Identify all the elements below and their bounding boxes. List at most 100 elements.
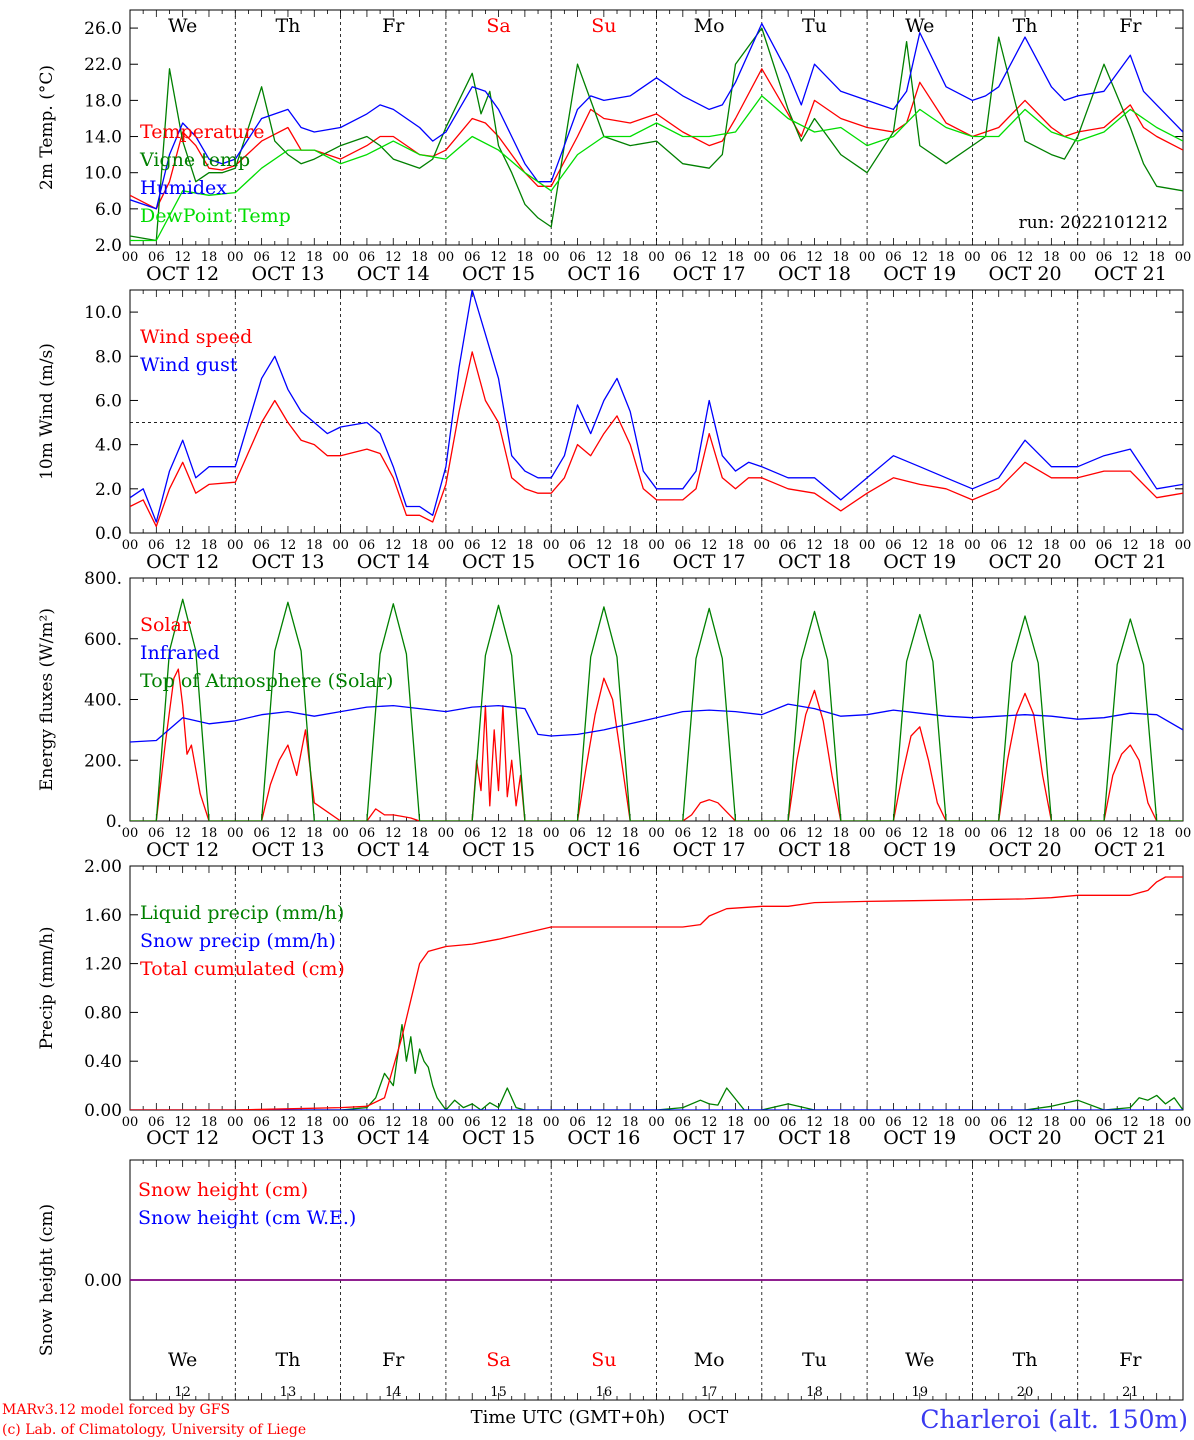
run-label: run: 2022101212	[1019, 213, 1168, 233]
y-tick-label: 26.0	[84, 19, 122, 39]
hour-tick-label: 12	[911, 250, 928, 265]
weekday-label: Mo	[694, 15, 725, 37]
date-label: OCT 16	[567, 839, 640, 861]
hour-tick-label: 12	[174, 1115, 191, 1130]
hour-tick-label: 06	[885, 538, 902, 553]
hour-tick-label: 18	[727, 1115, 744, 1130]
date-label: OCT 19	[883, 551, 956, 573]
hour-tick-label: 18	[306, 826, 323, 841]
hour-tick-label: 00	[332, 250, 349, 265]
hour-tick-label: 18	[517, 250, 534, 265]
hour-tick-label: 00	[332, 826, 349, 841]
hour-tick-label: 00	[1175, 250, 1192, 265]
hour-tick-label: 00	[754, 826, 771, 841]
y-tick-label: 22.0	[84, 55, 122, 75]
hour-tick-label: 18	[411, 538, 428, 553]
hour-tick-label: 06	[253, 1115, 270, 1130]
hour-tick-label: 06	[148, 826, 165, 841]
y-tick-label: 600.	[84, 630, 122, 650]
hour-tick-label: 06	[148, 1115, 165, 1130]
hour-tick-label: 12	[385, 538, 402, 553]
weekday-label: Th	[1013, 1349, 1038, 1371]
hour-tick-label: 18	[1043, 1115, 1060, 1130]
hour-tick-label: 12	[911, 1115, 928, 1130]
legend-entry: Snow height (cm W.E.)	[138, 1207, 356, 1229]
date-label: OCT 20	[989, 839, 1062, 861]
date-label: OCT 12	[146, 263, 219, 285]
hour-tick-label: 12	[596, 826, 613, 841]
weekday-label: Sa	[486, 15, 510, 37]
hour-tick-label: 06	[675, 538, 692, 553]
hour-tick-label: 06	[359, 826, 376, 841]
hour-tick-label: 06	[1096, 826, 1113, 841]
date-label: OCT 17	[673, 551, 746, 573]
weekday-label: Th	[1013, 15, 1038, 37]
hour-tick-label: 12	[806, 826, 823, 841]
day-number-label: 15	[490, 1385, 507, 1400]
hour-tick-label: 12	[174, 538, 191, 553]
hour-tick-label: 06	[885, 1115, 902, 1130]
hour-tick-label: 12	[280, 1115, 297, 1130]
date-label: OCT 18	[778, 551, 851, 573]
wind-panel: 0.0 2.0 4.0 6.0 8.0 10.0 10m Wind (m/s) Wind sp…	[37, 289, 1191, 573]
hour-tick-label: 18	[201, 1115, 218, 1130]
hour-tick-label: 18	[727, 538, 744, 553]
hour-tick-label: 12	[490, 826, 507, 841]
hour-tick-label: 12	[1122, 538, 1139, 553]
hour-tick-label: 00	[122, 538, 139, 553]
hour-tick-label: 06	[464, 1115, 481, 1130]
legend-entry: Snow precip (mm/h)	[140, 930, 336, 952]
hour-tick-label: 00	[438, 250, 455, 265]
y-tick-label: 800.	[84, 569, 122, 589]
hour-tick-label: 00	[227, 1115, 244, 1130]
date-label: OCT 21	[1094, 551, 1167, 573]
legend-entry: Infrared	[140, 642, 220, 664]
hour-tick-label: 12	[596, 538, 613, 553]
legend-entry: DewPoint Temp	[140, 205, 291, 227]
weekday-label: Fr	[1119, 1349, 1142, 1371]
weekday-label: Th	[275, 15, 300, 37]
y-tick-label: 200.	[84, 751, 122, 771]
series-line	[130, 876, 1183, 1110]
hour-tick-label: 06	[885, 826, 902, 841]
date-label: OCT 15	[462, 263, 535, 285]
hour-tick-label: 12	[280, 826, 297, 841]
hour-tick-label: 12	[1017, 1115, 1034, 1130]
hour-tick-label: 00	[754, 250, 771, 265]
day-number-label: 14	[385, 1385, 402, 1400]
hour-tick-label: 00	[543, 250, 560, 265]
hour-tick-label: 12	[1122, 826, 1139, 841]
hour-tick-label: 06	[359, 250, 376, 265]
y-tick-label: 6.0	[95, 391, 122, 411]
series-line	[130, 27, 1183, 242]
hour-tick-label: 18	[517, 538, 534, 553]
y-axis-label: Precip (mm/h)	[37, 926, 57, 1049]
hour-tick-label: 12	[701, 538, 718, 553]
hour-tick-label: 06	[1096, 1115, 1113, 1130]
weekday-label: We	[905, 15, 934, 37]
hour-tick-label: 00	[648, 538, 665, 553]
hour-tick-label: 06	[359, 538, 376, 553]
hour-tick-label: 18	[1148, 1115, 1165, 1130]
hour-tick-label: 12	[911, 826, 928, 841]
hour-tick-label: 12	[596, 250, 613, 265]
hour-tick-label: 06	[253, 538, 270, 553]
date-label: OCT 20	[989, 551, 1062, 573]
hour-tick-label: 00	[122, 826, 139, 841]
day-number-label: 19	[911, 1385, 928, 1400]
hour-tick-label: 06	[675, 1115, 692, 1130]
date-label: OCT 14	[357, 839, 430, 861]
hour-tick-label: 18	[306, 1115, 323, 1130]
hour-tick-label: 06	[990, 250, 1007, 265]
hour-tick-label: 06	[569, 1115, 586, 1130]
hour-tick-label: 18	[727, 826, 744, 841]
date-label: OCT 14	[357, 551, 430, 573]
hour-tick-label: 00	[543, 826, 560, 841]
date-label: OCT 21	[1094, 263, 1167, 285]
hour-tick-label: 18	[938, 250, 955, 265]
precip-panel: 0.00 0.40 0.80 1.20 1.60 2.00 Precip (mm/h) Liq…	[37, 857, 1191, 1149]
date-label: OCT 18	[778, 1127, 851, 1149]
hour-tick-label: 00	[332, 538, 349, 553]
hour-tick-label: 12	[596, 1115, 613, 1130]
hour-tick-label: 18	[201, 826, 218, 841]
